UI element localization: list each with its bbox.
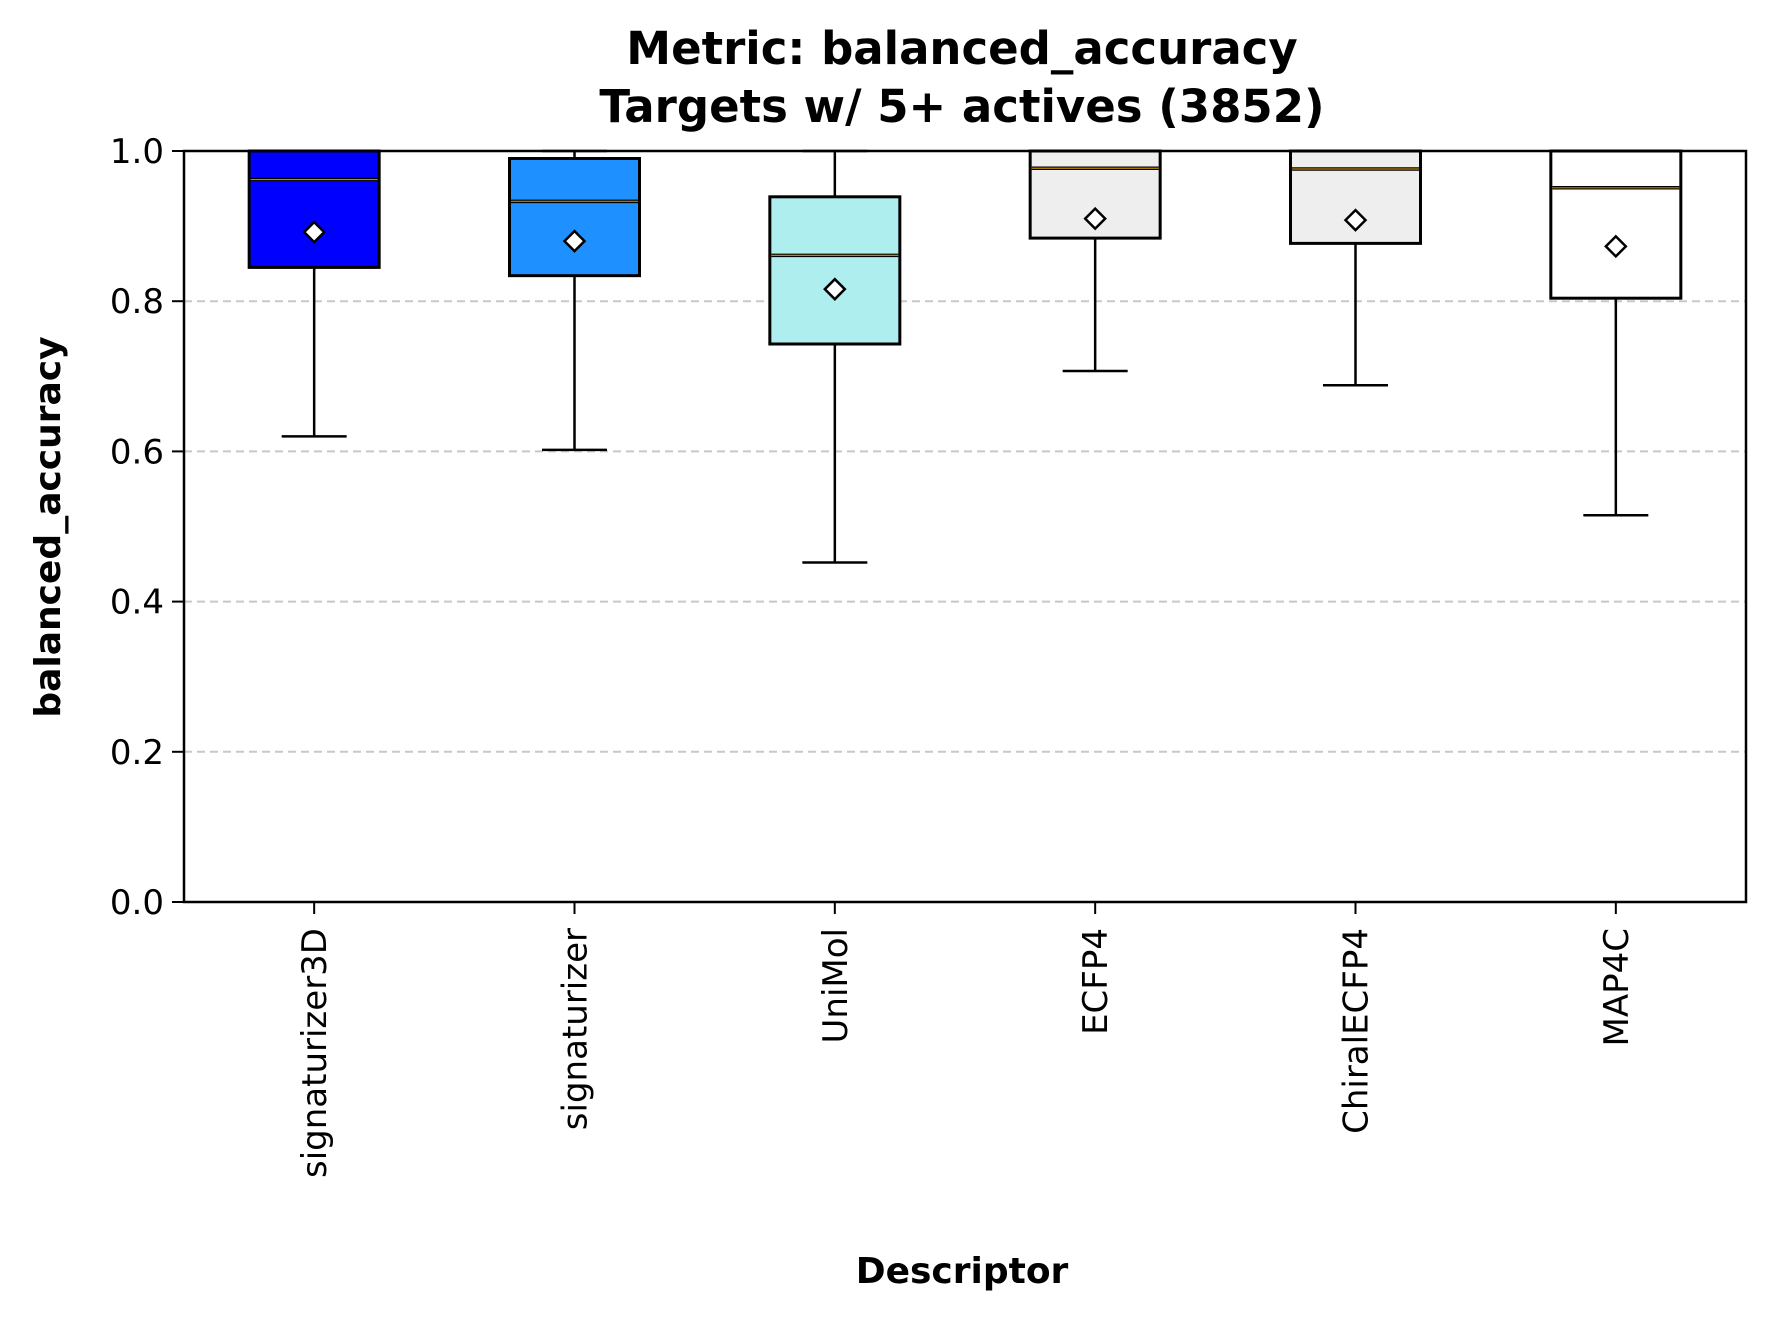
mean-marker xyxy=(1083,206,1107,231)
iqr-box xyxy=(1549,149,1683,300)
mean-marker xyxy=(562,229,587,253)
mean-marker xyxy=(1604,234,1628,259)
x-tick-label: signaturizer3D xyxy=(295,928,335,1178)
chart-subtitle: Targets w/ 5+ actives (3852) xyxy=(599,80,1324,133)
y-tick-label: 0.2 xyxy=(110,733,164,773)
x-axis-label: Descriptor xyxy=(856,1251,1069,1292)
box-signaturizer xyxy=(508,149,641,452)
box-MAP4C xyxy=(1549,149,1683,517)
y-tick-label: 0.8 xyxy=(110,282,164,322)
y-tick-label: 0.6 xyxy=(110,432,164,472)
box-ChiralECFP4 xyxy=(1289,149,1422,387)
mean-marker xyxy=(1343,208,1368,232)
iqr-box xyxy=(768,195,902,346)
iqr-box xyxy=(508,157,641,278)
y-tick-label: 0.4 xyxy=(110,583,164,623)
y-tick-label: 0.0 xyxy=(110,883,164,923)
x-tick-label: signaturizer xyxy=(556,928,596,1130)
x-tick-label: ChiralECFP4 xyxy=(1337,928,1377,1134)
plot-frame xyxy=(182,149,1748,904)
x-tick-label: MAP4C xyxy=(1597,928,1637,1046)
grid-lines xyxy=(184,300,1746,753)
x-tick-label: UniMol xyxy=(816,928,856,1043)
axes: 0.0 0.2 0.4 0.6 0.8 1.0 signaturizer3D signatur… xyxy=(110,132,1748,1178)
y-axis-label: balanced_accuracy xyxy=(28,336,69,717)
box-signaturizer3D xyxy=(247,149,381,438)
iqr-box xyxy=(247,149,381,269)
box-ECFP4 xyxy=(1028,149,1162,373)
box-UniMol xyxy=(768,149,902,564)
mean-marker xyxy=(823,277,847,301)
x-tick-label: ECFP4 xyxy=(1076,928,1116,1035)
boxes xyxy=(247,149,1683,564)
y-tick-label: 1.0 xyxy=(110,132,164,172)
chart-title: Metric: balanced_accuracy xyxy=(626,22,1297,75)
mean-marker xyxy=(302,220,326,244)
